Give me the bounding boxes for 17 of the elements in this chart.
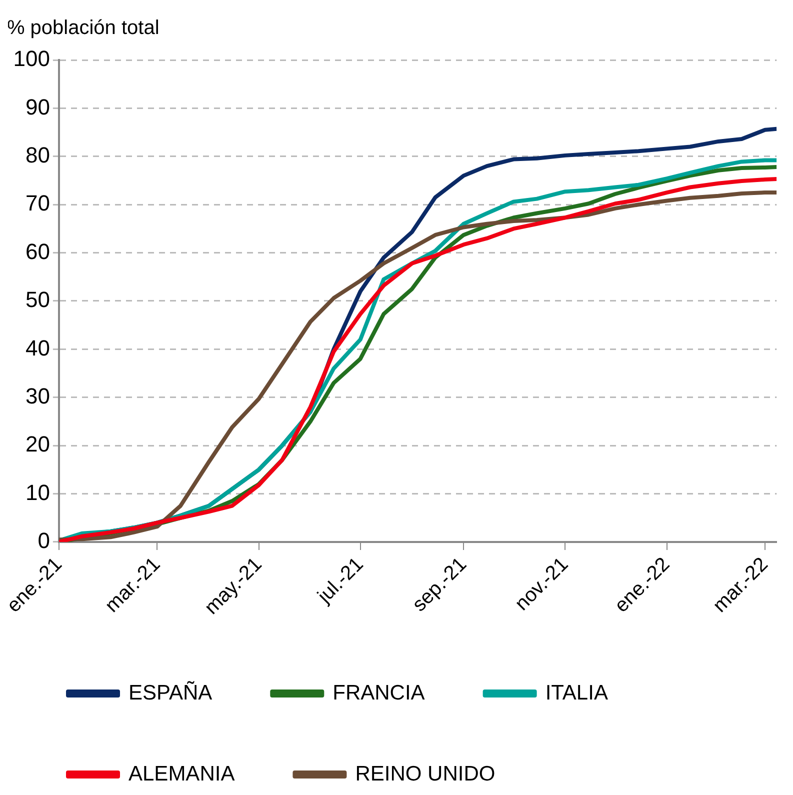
legend-label: ITALIA xyxy=(545,681,608,704)
legend-label: ESPAÑA xyxy=(128,680,212,704)
y-tick-label: 40 xyxy=(25,335,50,360)
y-tick-label: 100 xyxy=(13,46,50,72)
y-tick-label: 90 xyxy=(25,94,50,120)
y-tick-label: 0 xyxy=(38,528,50,554)
y-tick-label: 10 xyxy=(25,480,50,505)
y-tick-label: 70 xyxy=(25,190,50,216)
y-tick-label: 20 xyxy=(25,432,50,457)
legend-label: ALEMANIA xyxy=(128,762,235,786)
y-tick-label: 80 xyxy=(25,142,50,168)
legend-label: FRANCIA xyxy=(332,681,425,704)
y-axis-title: % población total xyxy=(6,17,160,39)
y-tick-label: 30 xyxy=(25,383,50,408)
y-tick-label: 50 xyxy=(25,287,50,312)
legend-label: REINO UNIDO xyxy=(355,762,496,786)
y-tick-label: 60 xyxy=(25,238,50,264)
